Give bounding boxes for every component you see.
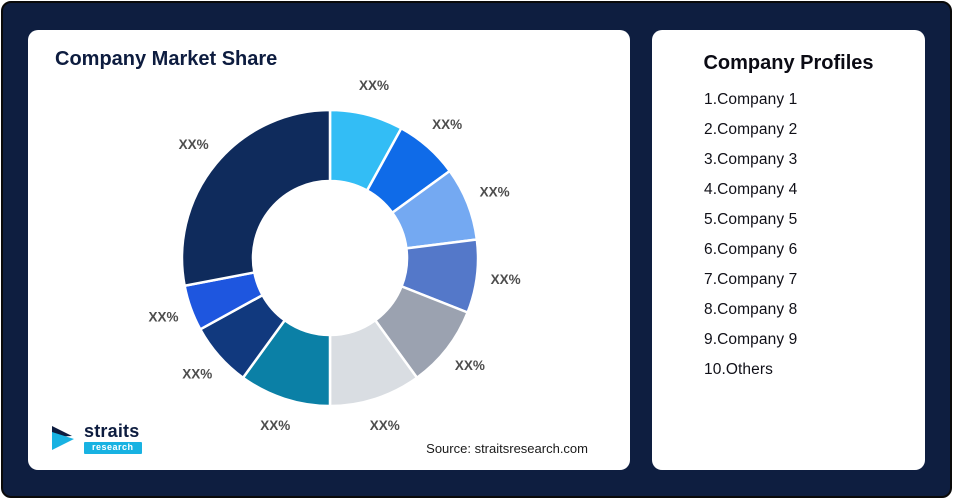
chart-title: Company Market Share: [55, 48, 278, 70]
slice-value-label: XX%: [182, 367, 212, 382]
slice-value-label: XX%: [359, 78, 389, 93]
slice-value-label: XX%: [480, 184, 510, 199]
profiles-title: Company Profiles: [703, 52, 874, 74]
straits-research-logo: straits research: [50, 422, 142, 454]
list-item: 10.Others: [704, 361, 773, 378]
list-item: 6.Company 6: [704, 241, 798, 258]
list-item: 7.Company 7: [704, 271, 798, 288]
slice-value-label: XX%: [432, 117, 462, 132]
slice-value-label: XX%: [491, 272, 521, 287]
list-item: 5.Company 5: [704, 211, 798, 228]
slice-value-label: XX%: [260, 418, 290, 433]
company-profiles-card: Company Profiles 1.Company 1 2.Company 2…: [652, 30, 925, 470]
list-item: 3.Company 3: [704, 151, 798, 168]
slice-value-label: XX%: [370, 418, 400, 433]
slice-value-label: XX%: [455, 358, 485, 373]
straits-logo-icon: [52, 426, 74, 450]
list-item: 8.Company 8: [704, 301, 798, 318]
logo-subtitle: research: [84, 442, 142, 454]
slice-value-label: XX%: [148, 310, 178, 325]
list-item: 2.Company 2: [704, 121, 798, 138]
market-share-card: Company Market Share XX% XX% XX% XX% XX% XX% X…: [28, 30, 630, 470]
logo-text: straits research: [84, 422, 142, 454]
source-attribution: Source: straitsresearch.com: [426, 441, 588, 456]
slice-value-label: XX%: [179, 137, 209, 152]
logo-name: straits: [84, 421, 140, 441]
donut-slice-others: [180, 108, 332, 287]
donut-chart-svg: XX% XX% XX% XX% XX% XX% XX% XX% XX% XX%: [148, 78, 521, 433]
list-item: 1.Company 1: [704, 91, 798, 108]
list-item: 4.Company 4: [704, 181, 798, 198]
list-item: 9.Company 9: [704, 331, 798, 348]
profiles-list: 1.Company 1 2.Company 2 3.Company 3 4.Co…: [652, 91, 925, 379]
